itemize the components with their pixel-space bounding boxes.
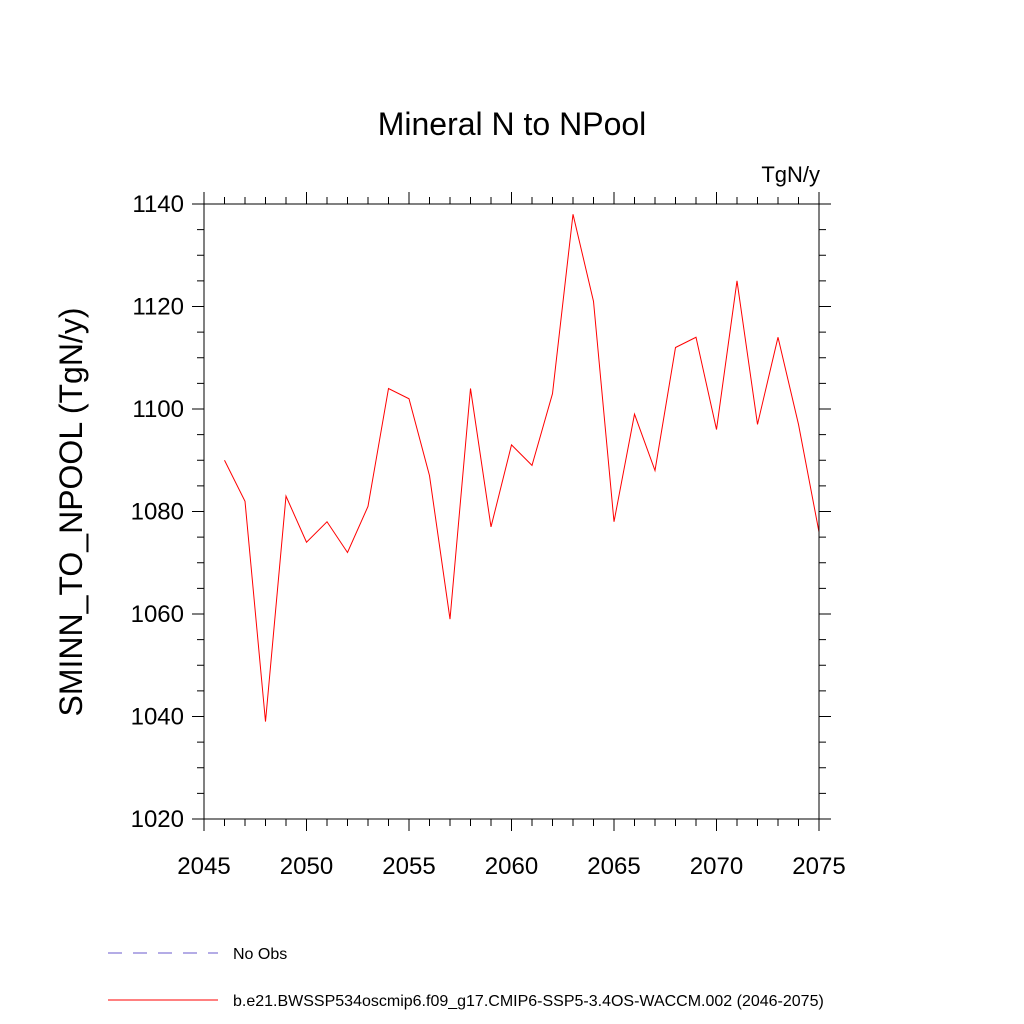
x-tick-label: 2070 [690, 853, 743, 880]
y-tick-label: 1080 [131, 499, 184, 526]
y-tick-label: 1020 [131, 806, 184, 833]
y-axis-label: SMINN_TO_NPOOL (TgN/y) [53, 308, 89, 717]
y-tick-label: 1060 [131, 601, 184, 628]
chart-title: Mineral N to NPool [378, 106, 647, 142]
y-axis-ticks: 1020 1040 1060 1080 1100 1120 1140 [131, 191, 831, 833]
legend-label-no-obs: No Obs [233, 946, 287, 963]
plot-frame [203, 203, 820, 820]
x-tick-label: 2075 [792, 853, 845, 880]
y-tick-label: 1040 [131, 704, 184, 731]
x-tick-label: 2050 [280, 853, 333, 880]
y-tick-label: 1140 [132, 191, 184, 218]
x-axis-ticks: 2045 2050 2055 2060 2065 2070 2075 [177, 192, 846, 880]
series-layer [224, 214, 820, 722]
x-tick-label: 2065 [587, 853, 640, 880]
x-tick-label: 2060 [485, 853, 538, 880]
y-tick-label: 1100 [132, 396, 184, 423]
y-tick-label: 1120 [132, 294, 184, 321]
legend: No Obs b.e21.BWSSP534oscmip6.f09_g17.CMI… [108, 946, 824, 1010]
legend-label-model: b.e21.BWSSP534oscmip6.f09_g17.CMIP6-SSP5… [233, 993, 824, 1010]
x-tick-label: 2045 [177, 853, 230, 880]
x-tick-label: 2055 [382, 853, 435, 880]
series-line-0 [224, 214, 820, 722]
units-label: TgN/y [761, 162, 820, 187]
